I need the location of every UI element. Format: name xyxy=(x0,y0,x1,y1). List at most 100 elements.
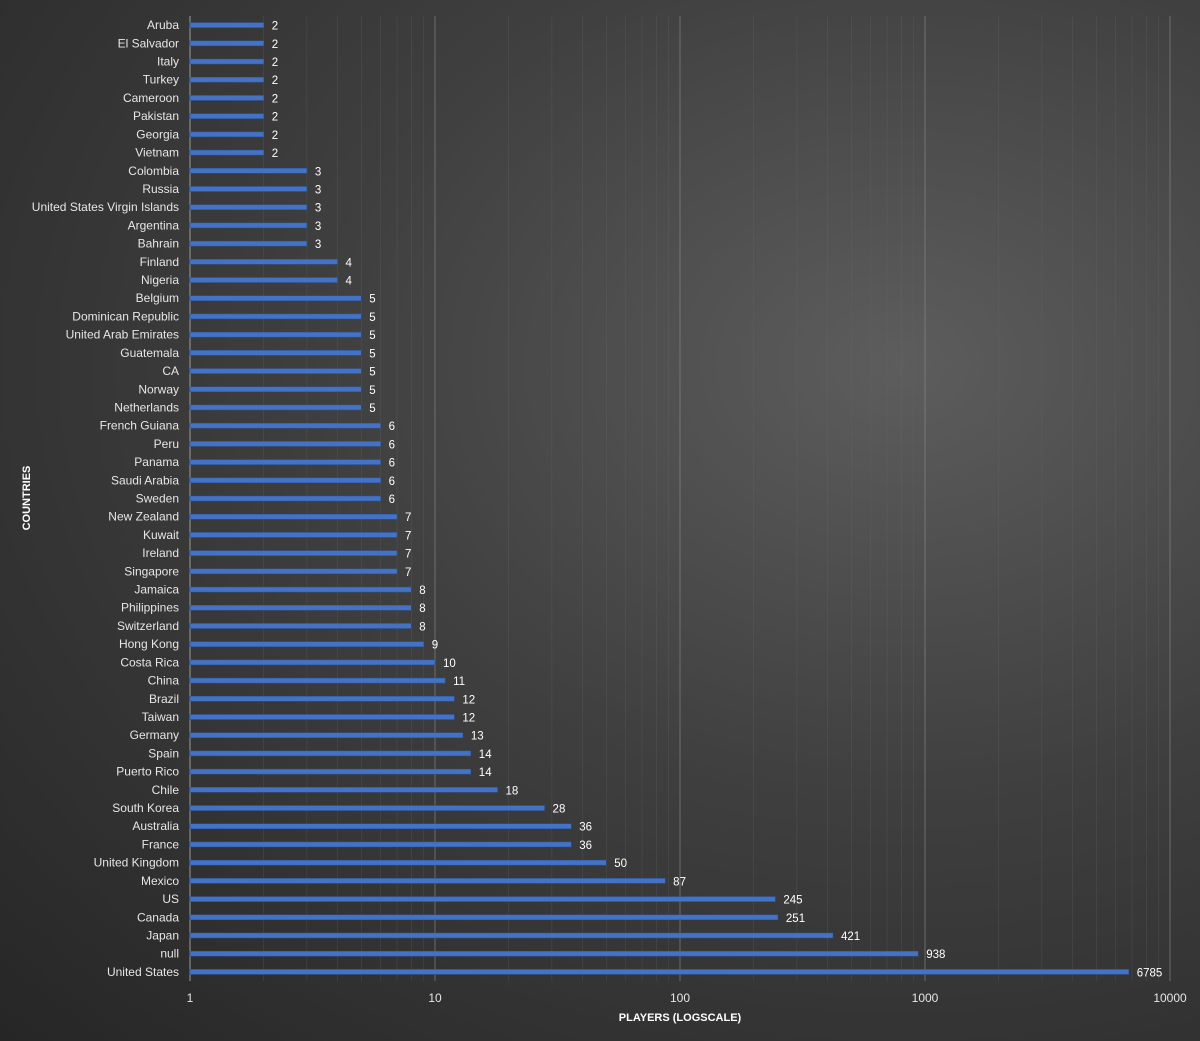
bar xyxy=(189,204,308,210)
value-label: 6 xyxy=(389,476,395,488)
bar xyxy=(189,696,455,702)
value-label: 6 xyxy=(389,458,395,470)
value-label: 12 xyxy=(462,712,475,724)
x-tick-label: 1000 xyxy=(912,991,939,1005)
value-label: 5 xyxy=(369,403,375,415)
value-label: 28 xyxy=(553,804,566,816)
bar xyxy=(189,495,381,502)
value-label: 245 xyxy=(783,895,802,907)
value-label: 2 xyxy=(272,75,278,87)
bar xyxy=(189,677,446,684)
bar xyxy=(189,896,776,902)
bar xyxy=(189,58,265,65)
bar xyxy=(189,950,919,957)
value-label: 5 xyxy=(369,367,375,379)
category-label: Philippines xyxy=(121,601,179,615)
bar xyxy=(189,131,265,138)
category-label: Norway xyxy=(138,382,179,396)
bar xyxy=(189,331,362,338)
value-label: 938 xyxy=(926,949,945,961)
category-label: Mexico xyxy=(141,874,179,888)
value-label: 251 xyxy=(786,913,805,925)
bar xyxy=(189,441,381,447)
value-label: 7 xyxy=(405,549,411,561)
bar xyxy=(189,714,455,720)
x-tick-label: 100 xyxy=(670,991,690,1005)
value-label: 50 xyxy=(614,858,627,870)
category-label: Finland xyxy=(140,255,179,269)
bar xyxy=(189,222,308,229)
gridlines xyxy=(189,16,1171,981)
category-label: Saudi Arabia xyxy=(111,473,179,487)
bars xyxy=(189,22,1129,975)
bar xyxy=(189,805,545,811)
category-label: Costa Rica xyxy=(120,655,179,669)
bar xyxy=(189,422,381,429)
value-label: 6 xyxy=(389,421,395,433)
bar xyxy=(189,623,412,629)
bar xyxy=(189,586,412,593)
value-label: 2 xyxy=(272,93,278,105)
category-label: Jamaica xyxy=(134,583,179,597)
value-label: 18 xyxy=(506,785,519,797)
value-label: 6 xyxy=(389,439,395,451)
category-label: Belgium xyxy=(136,291,179,305)
value-label: 8 xyxy=(419,621,425,633)
bar xyxy=(189,787,498,793)
category-label: Colombia xyxy=(128,164,179,178)
category-label: Bahrain xyxy=(138,237,179,251)
category-label: Vietnam xyxy=(135,146,179,160)
category-label: Guatemala xyxy=(120,346,179,360)
category-label: Italy xyxy=(157,55,179,69)
category-label: Ireland xyxy=(142,546,179,560)
category-label: Canada xyxy=(137,910,179,924)
category-labels: Aruba El Salvador Italy Turkey Cameroon Pakis… xyxy=(32,18,180,979)
bar xyxy=(189,969,1129,975)
category-label: Taiwan xyxy=(142,710,179,724)
x-tick-label: 1 xyxy=(187,991,194,1005)
value-label: 3 xyxy=(315,221,321,233)
bar xyxy=(189,313,362,320)
value-label: 13 xyxy=(471,731,484,743)
category-label: Aruba xyxy=(147,18,179,32)
value-label: 421 xyxy=(841,931,860,943)
value-label: 3 xyxy=(315,239,321,251)
value-label: 3 xyxy=(315,203,321,215)
bar xyxy=(189,659,436,666)
category-label: Spain xyxy=(148,746,179,760)
category-label: Switzerland xyxy=(117,619,179,633)
bar xyxy=(189,459,381,465)
category-label: New Zealand xyxy=(108,510,179,524)
bar xyxy=(189,878,666,884)
bar xyxy=(189,168,308,174)
bar xyxy=(189,259,338,265)
bar xyxy=(189,750,472,757)
bar xyxy=(189,40,265,47)
value-label: 7 xyxy=(405,567,411,579)
category-label: France xyxy=(142,837,180,851)
value-label: 9 xyxy=(432,640,438,652)
category-label: United States xyxy=(107,965,179,979)
x-tick-label: 10 xyxy=(428,991,442,1005)
category-label: Argentina xyxy=(128,218,180,232)
category-label: Japan xyxy=(146,928,179,942)
category-label: French Guiana xyxy=(100,419,180,433)
category-label: Sweden xyxy=(136,492,179,506)
bar xyxy=(189,841,572,848)
value-label: 4 xyxy=(346,276,353,288)
category-label: United Kingdom xyxy=(94,856,179,870)
bar xyxy=(189,914,779,921)
value-label: 2 xyxy=(272,130,278,142)
bar xyxy=(189,823,572,829)
bar xyxy=(189,641,425,647)
bar xyxy=(189,732,464,738)
value-label: 5 xyxy=(369,294,375,306)
category-label: Turkey xyxy=(143,73,179,87)
bar xyxy=(189,277,338,283)
category-label: Australia xyxy=(132,819,179,833)
bar xyxy=(189,477,381,484)
value-label: 5 xyxy=(369,385,375,397)
value-label: 7 xyxy=(405,530,411,542)
category-label: Russia xyxy=(142,182,179,196)
value-label: 7 xyxy=(405,512,411,524)
